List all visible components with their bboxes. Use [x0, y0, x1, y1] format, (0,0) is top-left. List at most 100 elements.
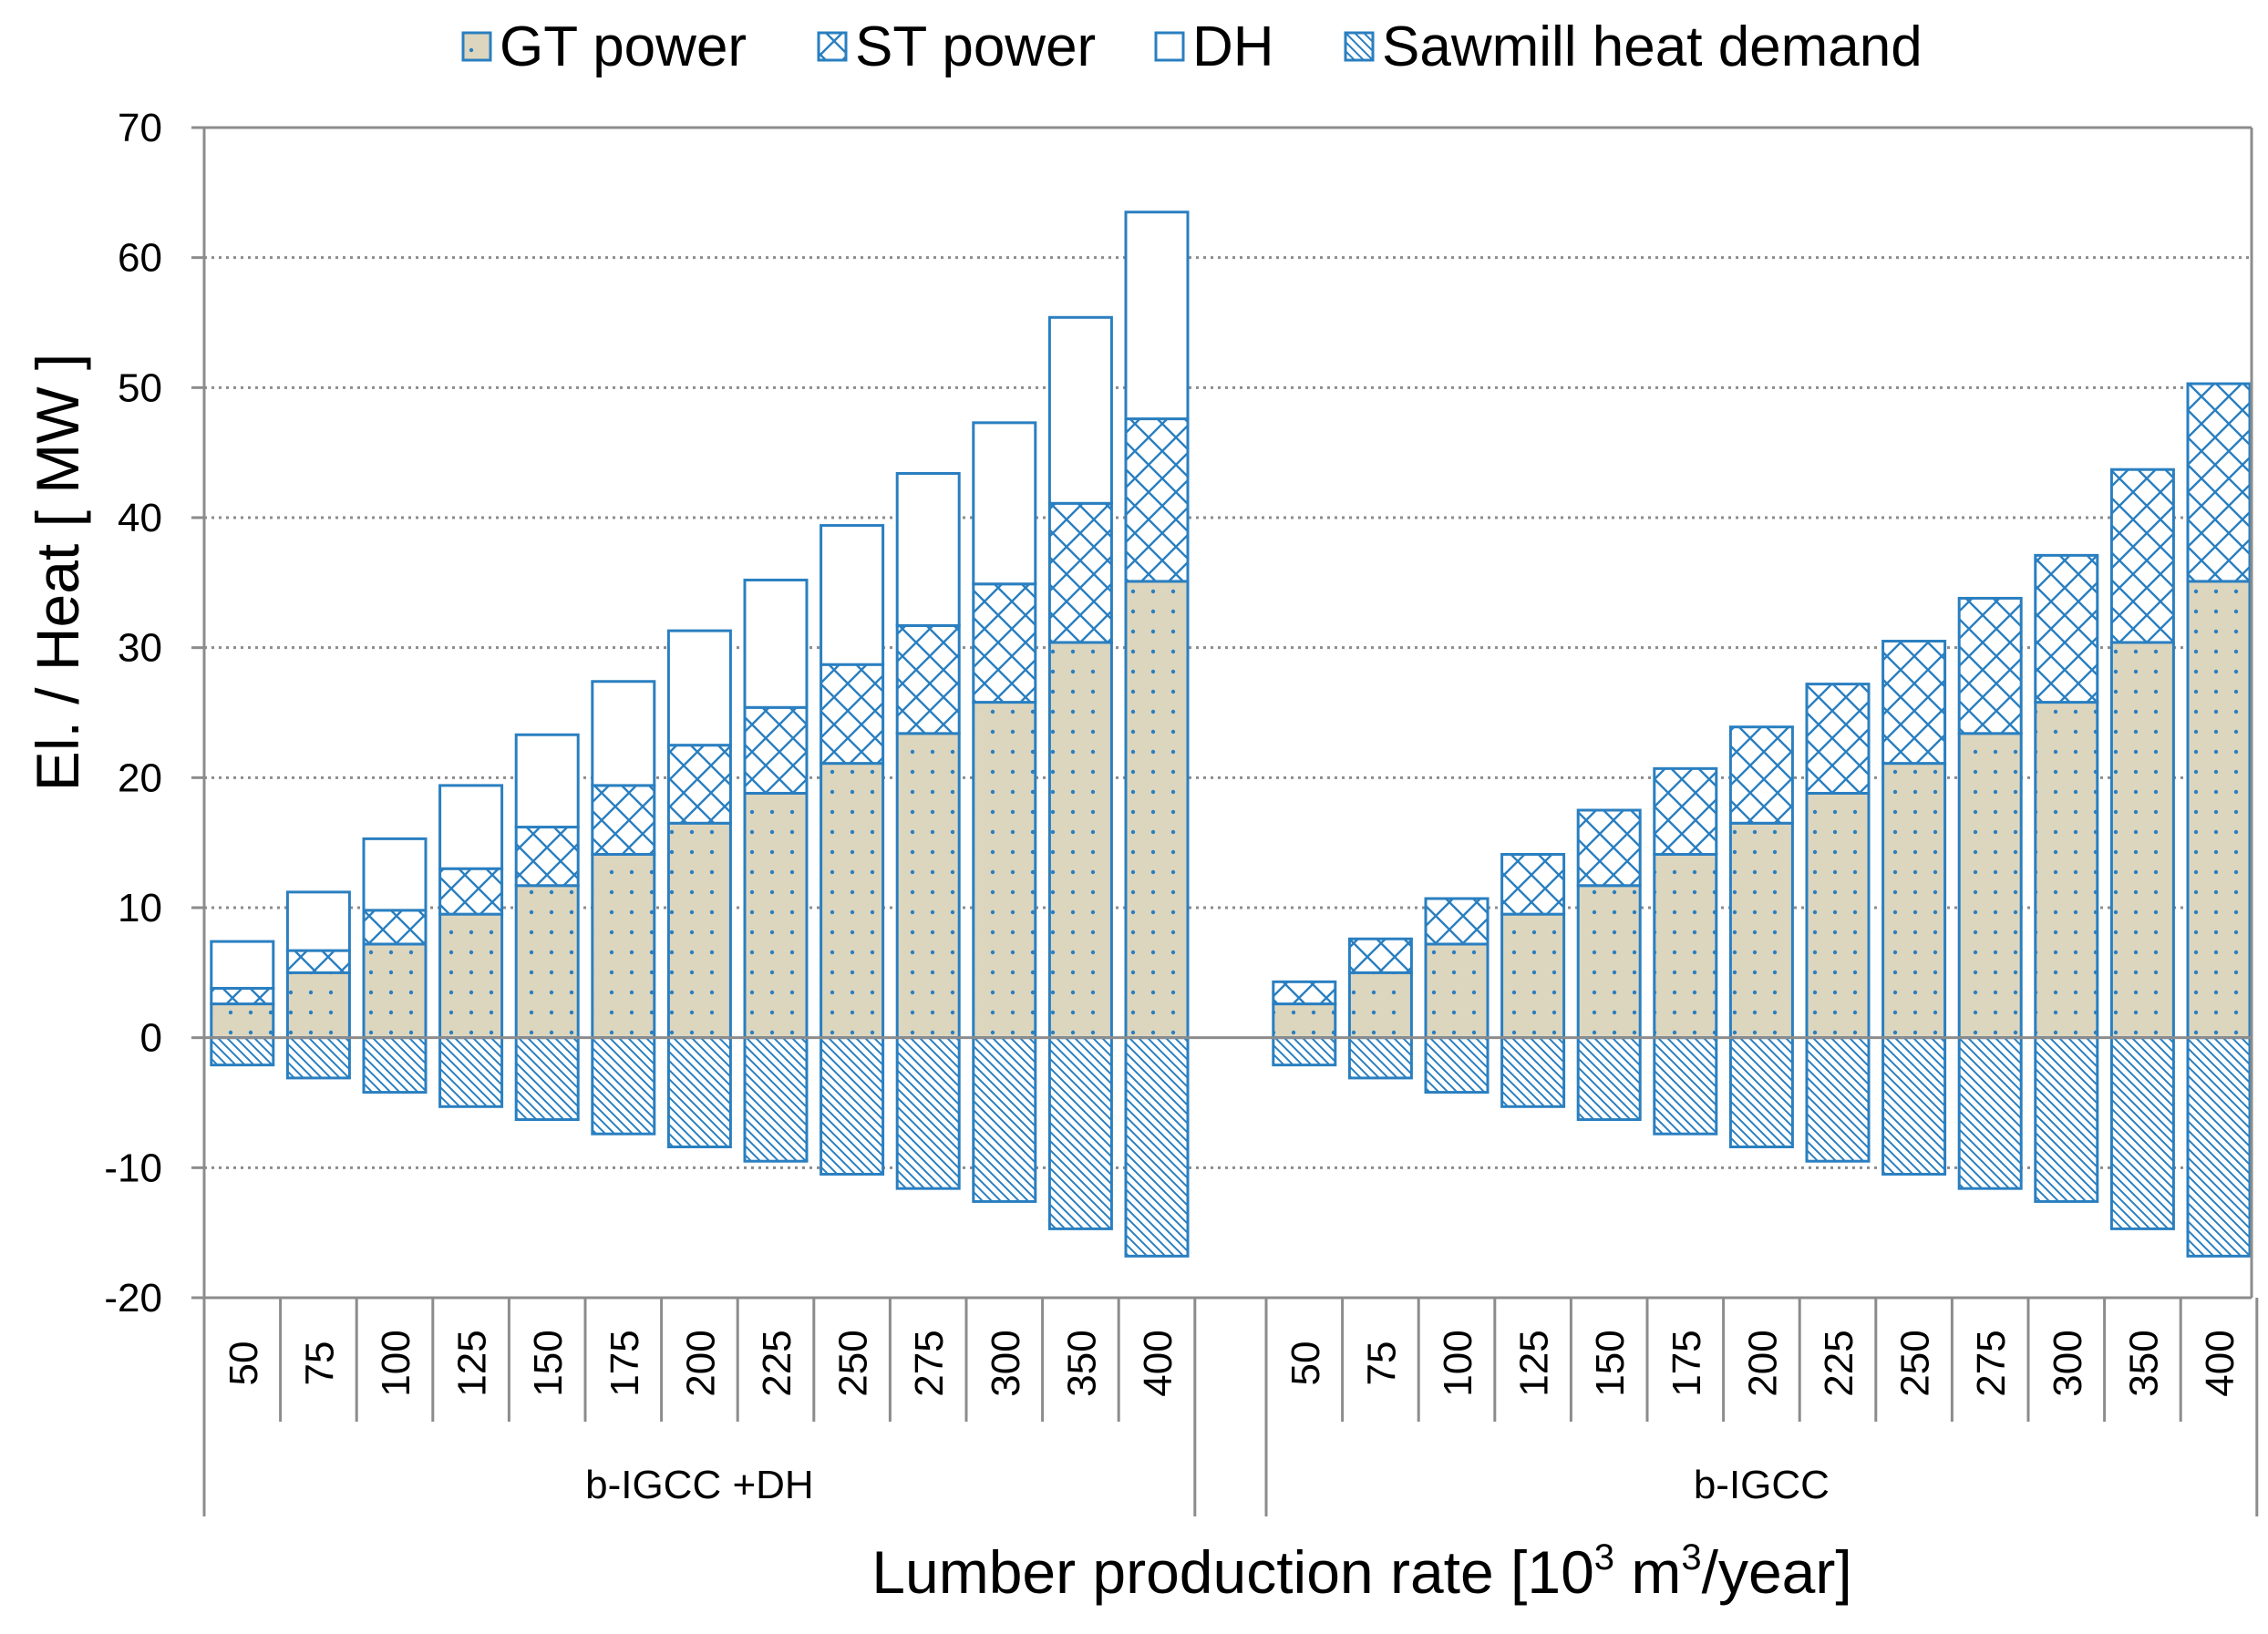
- x-tick-label: 100: [1436, 1330, 1480, 1396]
- y-tick-label: -10: [104, 1146, 162, 1190]
- gt-power-bar: [1424, 942, 1490, 1040]
- y-tick-label: 60: [118, 236, 162, 281]
- sawmill-heat-demand-bar: [1653, 1036, 1718, 1136]
- x-tick-label: 400: [2198, 1330, 2242, 1396]
- x-tick-label: 225: [755, 1330, 799, 1396]
- sawmill-heat-demand-bar: [1424, 1036, 1490, 1094]
- sawmill-heat-demand-bar: [1500, 1036, 1566, 1108]
- dh-bar: [210, 940, 275, 990]
- sawmill-heat-demand-bar: [210, 1036, 275, 1067]
- st-power-bar: [1653, 766, 1718, 857]
- x-axis-title-part3: /year]: [1702, 1538, 1852, 1606]
- gt-power-bar: [514, 884, 580, 1040]
- sawmill-heat-demand-bar: [2109, 1036, 2175, 1230]
- sawmill-heat-demand-bar: [438, 1036, 504, 1108]
- x-tick-label: 400: [1136, 1330, 1180, 1396]
- st-power-bar: [1347, 937, 1413, 974]
- dh-bar: [972, 421, 1037, 586]
- y-tick-label: -20: [104, 1276, 162, 1321]
- x-tick-label: 200: [1740, 1330, 1785, 1396]
- group-label: b-IGCC: [1694, 1463, 1830, 1507]
- legend-label: ST power: [855, 15, 1096, 78]
- legend-swatch: [1154, 31, 1185, 62]
- st-power-bar: [666, 744, 732, 825]
- legend-sawmill-heat-demand: Sawmill heat demand: [1344, 15, 1923, 78]
- st-power-bar: [591, 784, 656, 857]
- st-power-bar: [1272, 980, 1337, 1006]
- x-axis-title: Lumber production rate [103 m3/year]: [871, 1537, 1851, 1606]
- y-tick-label: 0: [140, 1016, 162, 1061]
- gt-power-bar: [1957, 732, 2023, 1040]
- dh-bar: [438, 784, 504, 870]
- gt-power-bar: [1805, 791, 1871, 1040]
- legend-dh: DH: [1154, 15, 1274, 78]
- gt-power-bar: [666, 821, 732, 1040]
- x-tick-label: 300: [2046, 1330, 2090, 1396]
- st-power-bar: [514, 826, 580, 888]
- gt-power-bar: [1500, 912, 1566, 1040]
- x-tick-label: 125: [450, 1330, 495, 1396]
- gt-power-bar: [2034, 701, 2099, 1040]
- x-tick-label: 200: [678, 1330, 723, 1396]
- gt-power-bar: [285, 971, 351, 1040]
- st-power-bar: [1124, 417, 1190, 583]
- x-tick-label: 75: [1359, 1341, 1404, 1386]
- sawmill-heat-demand-bar: [2186, 1036, 2252, 1258]
- gt-power-bar: [438, 912, 504, 1040]
- st-power-bar: [1500, 853, 1566, 916]
- gt-power-bar: [743, 791, 809, 1040]
- st-power-bar: [820, 663, 885, 766]
- y-tick-label: 40: [118, 496, 162, 540]
- st-power-bar: [895, 623, 961, 735]
- legend-st-power: ST power: [817, 15, 1096, 78]
- gt-power-bar: [820, 762, 885, 1040]
- y-tick-label: 20: [118, 755, 162, 800]
- x-tick-label: 250: [831, 1330, 876, 1396]
- x-tick-label: 175: [603, 1330, 647, 1396]
- gt-power-bar: [1653, 853, 1718, 1040]
- x-tick-label: 275: [907, 1330, 952, 1396]
- x-tick-label: 75: [297, 1341, 342, 1386]
- st-power-bar: [1576, 808, 1642, 888]
- st-power-bar: [2186, 382, 2252, 583]
- st-power-bar: [438, 867, 504, 916]
- sawmill-heat-demand-bar: [1347, 1036, 1413, 1080]
- gt-power-bar: [1881, 762, 1947, 1040]
- sawmill-heat-demand-bar: [514, 1036, 580, 1122]
- x-axis-title-sup2: 3: [1681, 1537, 1701, 1577]
- st-power-bar: [210, 986, 275, 1006]
- x-tick-label: 125: [1512, 1330, 1557, 1396]
- group-label: b-IGCC +DH: [585, 1463, 814, 1507]
- sawmill-heat-demand-bar: [666, 1036, 732, 1149]
- y-tick-label: 70: [118, 106, 162, 150]
- dh-bar: [666, 629, 732, 747]
- x-tick-label: 100: [374, 1330, 418, 1396]
- st-power-bar: [2109, 468, 2175, 644]
- x-tick-label: 225: [1817, 1330, 1861, 1396]
- x-tick-label: 275: [1969, 1330, 2014, 1396]
- x-tick-label: 250: [1893, 1330, 1938, 1396]
- sawmill-heat-demand-bar: [972, 1036, 1037, 1203]
- sawmill-heat-demand-bar: [285, 1036, 351, 1080]
- x-tick-label: 50: [1283, 1341, 1328, 1386]
- sawmill-heat-demand-bar: [895, 1036, 961, 1190]
- gt-power-bar: [1124, 580, 1190, 1040]
- legend-label: DH: [1192, 15, 1274, 78]
- legend-swatch: [1344, 31, 1375, 62]
- x-tick-label: 350: [2121, 1330, 2166, 1396]
- dh-bar: [591, 680, 656, 787]
- sawmill-heat-demand-bar: [1957, 1036, 2023, 1190]
- sawmill-heat-demand-bar: [820, 1036, 885, 1176]
- sawmill-heat-demand-bar: [362, 1036, 428, 1094]
- sawmill-heat-demand-bar: [591, 1036, 656, 1136]
- x-tick-label: 350: [1059, 1330, 1104, 1396]
- dh-bar: [743, 578, 809, 709]
- sawmill-heat-demand-bar: [1576, 1036, 1642, 1122]
- sawmill-heat-demand-bar: [1881, 1036, 1947, 1176]
- st-power-bar: [972, 582, 1037, 704]
- dh-bar: [514, 733, 580, 829]
- dh-bar: [362, 837, 428, 912]
- y-tick-label: 50: [118, 365, 162, 410]
